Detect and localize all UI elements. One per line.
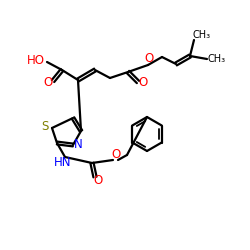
Text: CH₃: CH₃ bbox=[193, 30, 211, 40]
Text: S: S bbox=[41, 120, 49, 134]
Text: O: O bbox=[94, 174, 103, 188]
Text: O: O bbox=[138, 76, 147, 90]
Text: O: O bbox=[44, 76, 52, 88]
Text: N: N bbox=[74, 138, 82, 150]
Text: O: O bbox=[144, 52, 154, 64]
Text: O: O bbox=[112, 148, 120, 160]
Text: HO: HO bbox=[27, 54, 45, 66]
Text: HN: HN bbox=[54, 156, 72, 170]
Text: CH₃: CH₃ bbox=[208, 54, 226, 64]
